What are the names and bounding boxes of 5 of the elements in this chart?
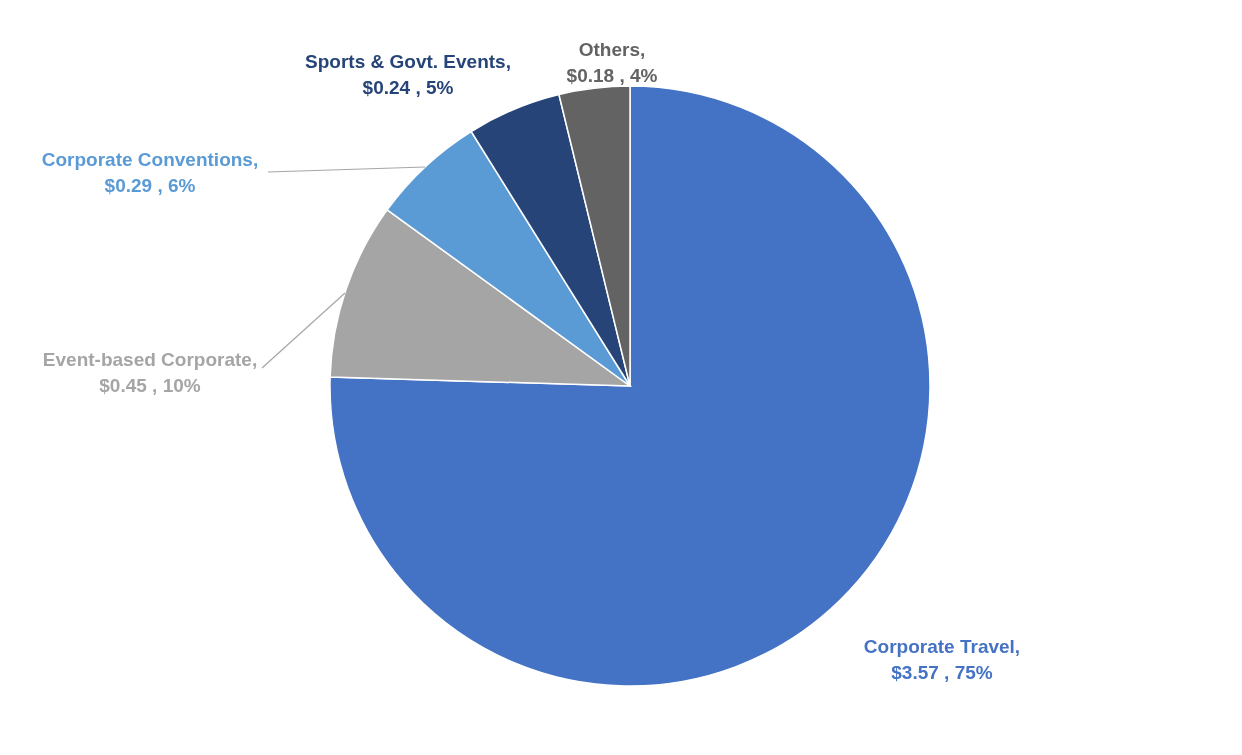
slice-label: Corporate Travel, $3.57 , 75%	[863, 636, 1021, 683]
slice-label: Others, $0.18 , 4%	[566, 39, 658, 86]
slice-label: Corporate Conventions, $0.29 , 6%	[41, 149, 259, 196]
slice-label: Sports & Govt. Events, $0.24 , 5%	[305, 51, 511, 98]
slice-label: Event-based Corporate, $0.45 , 10%	[42, 349, 258, 396]
